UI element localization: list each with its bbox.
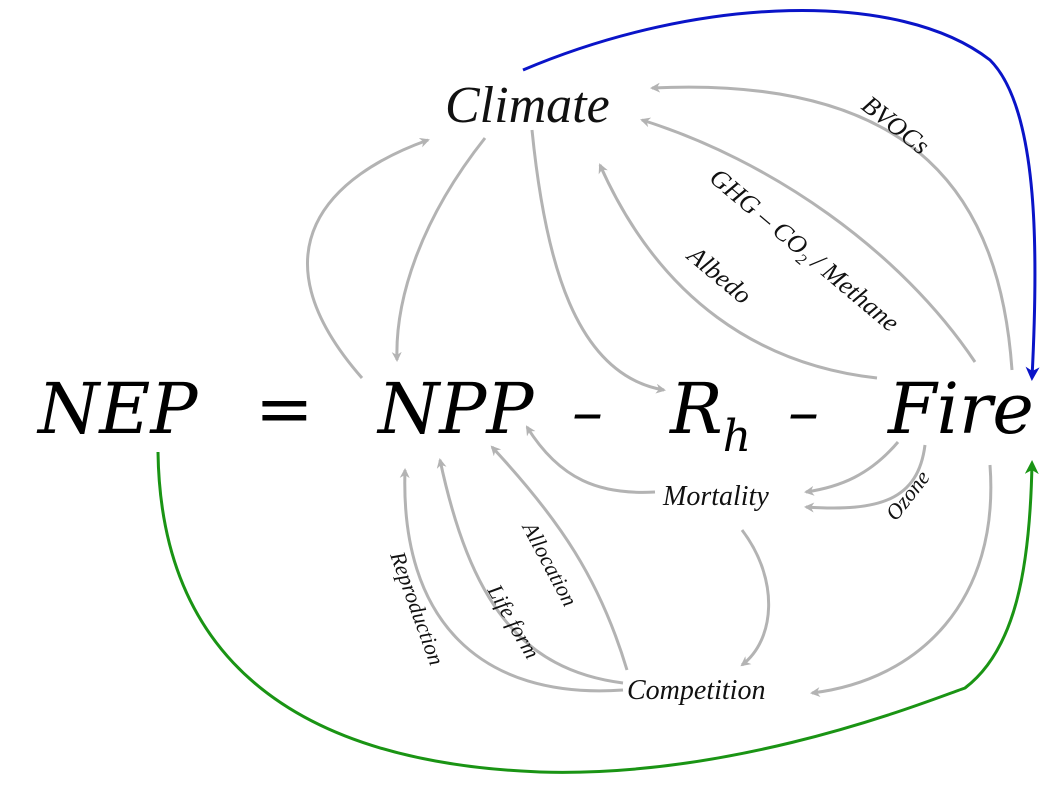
rh-main: R xyxy=(668,368,723,450)
competition-node: Competition xyxy=(627,675,765,706)
arrow-competition-to-npp-allocation xyxy=(490,445,629,671)
fire-term: Fire xyxy=(886,368,1034,450)
arrow-nep-to-fire xyxy=(156,451,1039,774)
arrow-fire-to-climate-albedo xyxy=(598,163,878,380)
arrow-fire-to-competition xyxy=(810,464,993,698)
arrow-fire-to-mortality xyxy=(804,441,900,496)
arrow-fire-to-mortality-ozone xyxy=(804,444,927,513)
arrow-npp-to-climate xyxy=(306,137,430,379)
minus-sign-2: – xyxy=(788,375,819,448)
rh-subscript: h xyxy=(723,411,751,462)
ghg-suffix: / Methane xyxy=(801,244,905,338)
mortality-node: Mortality xyxy=(662,481,769,512)
arrow-climate-to-fire xyxy=(522,8,1040,381)
arrow-mortality-to-competition xyxy=(740,529,771,667)
minus-sign-1: – xyxy=(572,375,603,448)
equals-sign: = xyxy=(255,368,314,450)
arrow-competition-to-npp-reproduction xyxy=(399,468,624,693)
arrow-climate-to-rh xyxy=(530,129,666,394)
climate-node: Climate xyxy=(445,77,610,134)
ozone-label: Ozone xyxy=(880,465,934,525)
reproduction-label: Reproduction xyxy=(385,547,450,668)
rh-term: Rh xyxy=(668,368,751,462)
arrow-climate-to-npp xyxy=(391,137,487,362)
life-form-label: Life form xyxy=(482,579,545,663)
arrow-competition-to-npp-lifeform xyxy=(436,458,624,685)
allocation-label: Allocation xyxy=(517,516,583,610)
arrow-mortality-to-npp xyxy=(525,425,656,494)
nep-term: NEP xyxy=(36,368,199,450)
arrow-fire-to-climate-bvocs xyxy=(650,82,1014,371)
ghg-prefix: GHG – CO xyxy=(704,162,814,260)
npp-term: NPP xyxy=(376,368,535,450)
bvocs-label: BVOCs xyxy=(856,90,935,160)
arrow-fire-to-climate-ghg xyxy=(640,117,977,363)
albedo-label: Albedo xyxy=(681,239,758,310)
